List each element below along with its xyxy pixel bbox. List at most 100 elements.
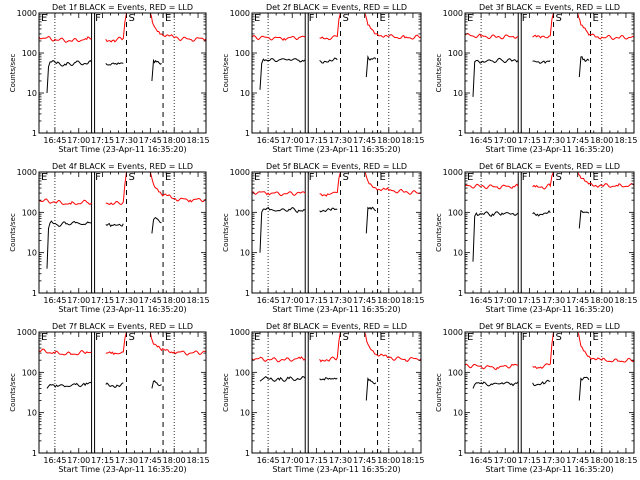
y-tick-label: 1000	[17, 168, 37, 177]
x-tick-label: 17:15	[91, 296, 114, 305]
x-tick-label: 18:00	[590, 136, 613, 145]
y-tick-label: 100	[22, 49, 37, 58]
lld-series-line	[105, 12, 127, 43]
marker-label: E	[380, 332, 386, 343]
lld-series-line	[577, 12, 635, 41]
y-tick-label: 1000	[17, 328, 37, 337]
x-tick-label: 17:00	[494, 136, 517, 145]
plot-frame	[464, 171, 635, 294]
x-tick-label: 17:00	[494, 296, 517, 305]
x-tick-label: 18:00	[590, 296, 613, 305]
marker-label: F	[522, 332, 528, 343]
events-series-line	[259, 206, 306, 253]
x-tick-label: 17:45	[139, 456, 162, 465]
x-axis-label: Start Time (23-Apr-11 16:35:20)	[485, 465, 613, 474]
marker-label: F	[309, 332, 315, 343]
x-tick-label: 17:45	[353, 296, 376, 305]
y-tick-label: 10	[453, 249, 463, 258]
marker-label: F	[309, 13, 315, 24]
x-tick-label: 17:15	[305, 296, 328, 305]
x-tick-label: 17:30	[329, 296, 352, 305]
x-tick-label: 17:45	[139, 136, 162, 145]
marker-label: F	[522, 172, 528, 183]
x-tick-label: 17:45	[566, 456, 589, 465]
x-tick-label: 16:45	[257, 296, 280, 305]
y-axis-label: Counts/sec	[222, 213, 230, 252]
marker-label: E	[41, 13, 47, 24]
lld-series-line	[149, 331, 207, 356]
y-tick-label: 1000	[230, 168, 250, 177]
x-tick-label: 18:00	[377, 456, 400, 465]
lld-series-line	[149, 12, 207, 42]
y-tick-label: 1000	[230, 328, 250, 337]
marker-label: E	[380, 172, 386, 183]
lld-series-line	[319, 171, 341, 197]
events-series-line	[532, 379, 551, 387]
x-tick-label: 18:00	[163, 296, 186, 305]
y-tick-label: 10	[240, 409, 250, 418]
lld-series-line	[319, 331, 341, 363]
events-series-line	[578, 376, 590, 401]
marker-label: E	[467, 172, 473, 183]
x-tick-label: 18:00	[377, 296, 400, 305]
marker-label: S	[343, 13, 349, 24]
y-axis-label: Counts/sec	[222, 54, 230, 93]
marker-label: F	[95, 332, 101, 343]
marker-label: E	[467, 332, 473, 343]
lld-series-line	[364, 331, 422, 362]
marker-label: E	[41, 332, 47, 343]
x-tick-label: 17:45	[139, 296, 162, 305]
lld-series-line	[105, 171, 127, 206]
marker-label: E	[41, 172, 47, 183]
marker-label: S	[128, 172, 134, 183]
x-tick-label: 16:45	[43, 136, 66, 145]
marker-label: S	[128, 332, 134, 343]
lld-series-line	[251, 356, 306, 363]
lld-series-line	[577, 331, 635, 363]
x-tick-label: 17:45	[566, 296, 589, 305]
x-tick-label: 16:45	[470, 296, 493, 305]
lld-series-line	[532, 12, 554, 39]
marker-label: E	[165, 13, 171, 24]
events-series-line	[472, 57, 519, 97]
events-series-line	[532, 210, 551, 217]
lld-series-line	[464, 183, 519, 190]
events-series-line	[259, 375, 306, 382]
marker-label: F	[309, 172, 315, 183]
events-series-line	[46, 60, 92, 94]
plot-frame	[38, 12, 207, 134]
events-series-line	[46, 220, 92, 269]
marker-label: S	[128, 13, 134, 24]
x-tick-label: 18:15	[614, 136, 637, 145]
marker-label: S	[556, 172, 562, 183]
chart-title: Det 5f BLACK = Events, RED = LLD	[266, 162, 407, 171]
events-series-line	[532, 60, 551, 65]
x-axis-label: Start Time (23-Apr-11 16:35:20)	[485, 145, 613, 154]
y-tick-label: 100	[235, 208, 250, 217]
x-tick-label: 17:15	[518, 136, 541, 145]
plot-frame	[38, 331, 207, 454]
marker-label: E	[593, 13, 599, 24]
lld-series-line	[38, 348, 92, 356]
y-tick-label: 10	[453, 89, 463, 98]
x-axis-label: Start Time (23-Apr-11 16:35:20)	[58, 305, 186, 314]
events-series-line	[105, 382, 124, 388]
marker-label: E	[165, 332, 171, 343]
x-tick-label: 17:15	[305, 136, 328, 145]
x-tick-label: 18:15	[187, 456, 210, 465]
events-series-line	[105, 223, 124, 228]
x-tick-label: 18:15	[187, 296, 210, 305]
x-tick-label: 18:15	[401, 456, 424, 465]
x-tick-label: 18:00	[590, 456, 613, 465]
y-tick-label: 10	[27, 249, 37, 258]
x-axis-label: Start Time (23-Apr-11 16:35:20)	[272, 465, 400, 474]
events-series-line	[365, 206, 377, 234]
y-tick-label: 100	[448, 49, 463, 58]
events-series-line	[46, 381, 92, 389]
y-tick-label: 100	[235, 368, 250, 377]
